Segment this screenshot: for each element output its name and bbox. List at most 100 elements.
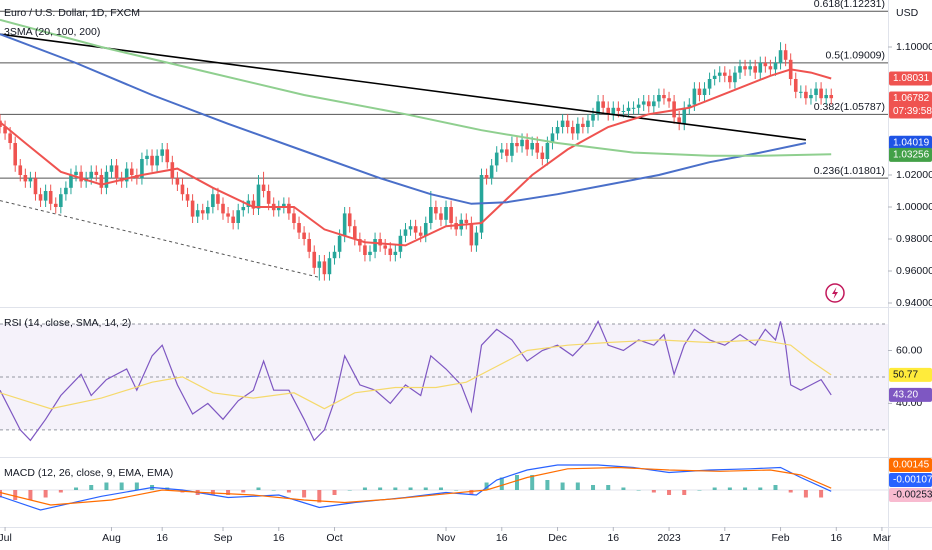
candle-body <box>429 207 433 224</box>
candle-body <box>550 133 555 144</box>
candle-body <box>641 101 646 105</box>
candle-body <box>393 251 398 256</box>
candle-body <box>646 101 651 107</box>
histogram-bar <box>362 487 367 490</box>
histogram-bar <box>667 490 672 495</box>
candle-body <box>48 191 53 204</box>
candle-body <box>398 235 403 252</box>
x-tick-label: Mar <box>873 532 892 544</box>
candle-body <box>342 213 347 236</box>
candle-body <box>748 66 752 70</box>
candle-body <box>200 210 205 214</box>
candle-body <box>591 114 595 121</box>
candle-body <box>692 88 697 105</box>
candle-body <box>140 159 144 179</box>
y-tick-label: 1.02000 <box>896 169 932 181</box>
candle-body <box>155 155 159 166</box>
candle-body <box>317 261 322 268</box>
candle-body <box>728 75 732 83</box>
candle-body <box>302 232 306 240</box>
fib-label: 0.236(1.01801) <box>814 165 885 177</box>
x-tick-label: 16 <box>607 532 619 544</box>
histogram-bar <box>423 487 428 490</box>
histogram-bar <box>621 487 626 490</box>
histogram-bar <box>636 490 641 491</box>
candle-body <box>8 133 12 144</box>
candle-body <box>297 223 301 233</box>
candle-body <box>499 149 504 153</box>
candle-body <box>99 175 104 188</box>
candle-body <box>535 143 540 153</box>
candle-body <box>707 79 712 89</box>
candle-body <box>687 104 692 108</box>
histogram-bar <box>606 485 611 490</box>
candle-body <box>464 219 469 224</box>
candle-body <box>682 107 687 124</box>
candle-body <box>722 72 727 76</box>
candle-body <box>368 251 372 256</box>
candle-body <box>43 191 48 201</box>
indicator-line <box>0 339 832 410</box>
candle-body <box>124 168 129 182</box>
x-tick-label: 16 <box>156 532 168 544</box>
candle-body <box>758 63 763 73</box>
histogram-bar <box>0 490 2 498</box>
y-tick-label: 0.96000 <box>896 265 932 277</box>
candle-body <box>505 149 509 156</box>
candle-body <box>783 50 788 60</box>
y-tick-label: 0.94000 <box>896 297 932 309</box>
candle-body <box>403 229 408 236</box>
histogram-bar <box>651 490 656 493</box>
indicator-line <box>0 466 832 506</box>
histogram-bar <box>788 490 793 493</box>
candle-body <box>18 165 23 176</box>
price-label-box <box>889 147 932 162</box>
candle-body <box>733 72 737 83</box>
histogram-bar <box>43 490 48 498</box>
candle-body <box>601 101 605 108</box>
alert-icon[interactable] <box>825 283 845 303</box>
candle-body <box>292 213 296 224</box>
x-tick-label: Sep <box>214 532 233 544</box>
x-tick-label: 16 <box>830 532 842 544</box>
candle-body <box>570 127 575 134</box>
y-tick-label: 1.00000 <box>896 201 932 213</box>
candle-body <box>439 213 443 220</box>
trendline <box>0 200 320 278</box>
panel-title: Euro / U.S. Dollar, 1D, FXCM <box>4 7 140 19</box>
candle-body <box>236 210 241 224</box>
candle-body <box>327 258 332 275</box>
candle-body <box>677 117 681 124</box>
candle-body <box>104 171 109 188</box>
candle-body <box>408 226 413 230</box>
candle-body <box>793 79 798 92</box>
histogram-bar <box>134 482 139 490</box>
candle-body <box>809 95 813 99</box>
histogram-bar <box>104 482 109 490</box>
alert-icon-bolt[interactable] <box>832 287 838 299</box>
histogram-bar <box>332 490 337 495</box>
candle-body <box>211 194 215 208</box>
price-label: 1.03256 <box>893 150 930 161</box>
candle-body <box>23 175 28 182</box>
candle-body <box>525 139 529 150</box>
x-tick-label: Nov <box>437 532 456 544</box>
candle-body <box>282 203 286 208</box>
candle-body <box>332 251 337 259</box>
candle-body <box>560 120 565 128</box>
candle-body <box>322 261 327 275</box>
candle-body <box>185 194 190 201</box>
candle-body <box>657 95 661 102</box>
candle-body <box>256 184 261 209</box>
candle-body <box>352 226 357 240</box>
candle-body <box>474 232 479 246</box>
candle-body <box>423 223 428 236</box>
price-label: 0.00145 <box>893 460 930 471</box>
price-label-box <box>889 458 932 472</box>
histogram-bar <box>89 485 94 490</box>
candle-body <box>819 88 823 99</box>
candle-body <box>449 207 453 224</box>
alert-icon-circle[interactable] <box>825 283 845 303</box>
histogram-bar <box>74 487 79 490</box>
